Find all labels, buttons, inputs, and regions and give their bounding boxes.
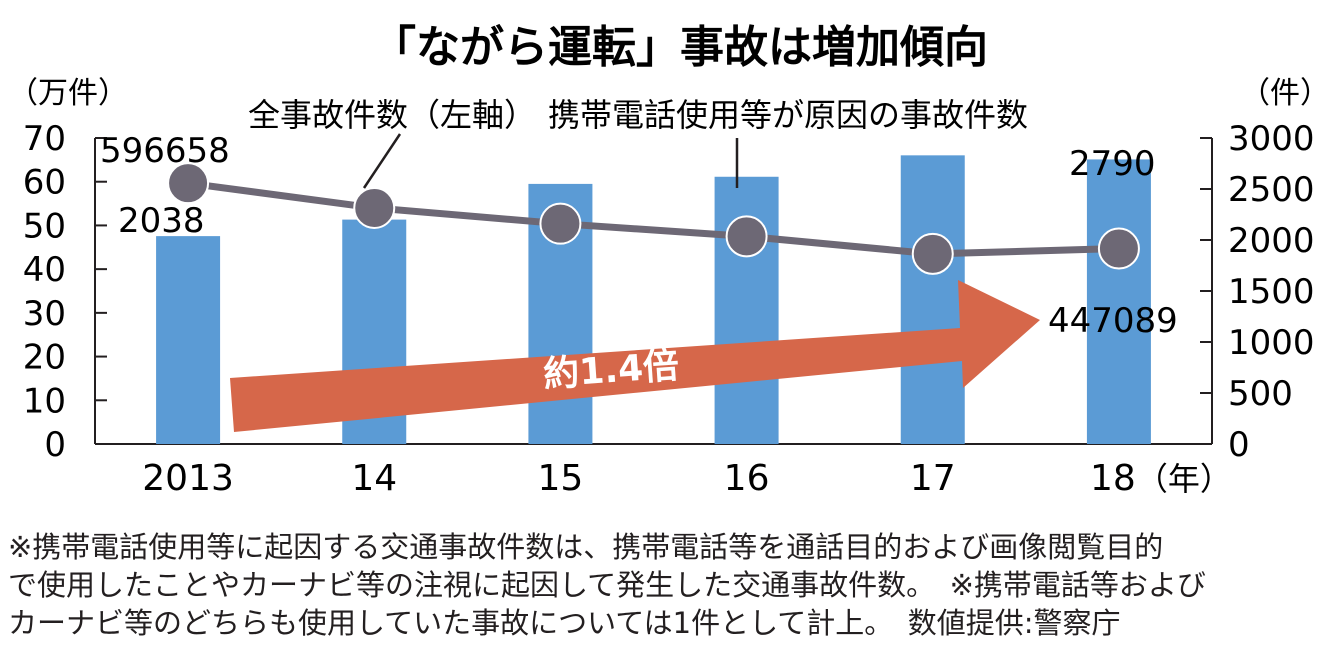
arrow-label: 約1.4倍 [542, 345, 680, 395]
bar-2013 [156, 236, 221, 444]
left-tick-label: 30 [23, 294, 66, 334]
left-tick-label: 60 [23, 163, 66, 203]
growth-arrow [230, 280, 1040, 432]
x-tick-label: 14 [351, 458, 397, 499]
total-accidents-line [187, 179, 1120, 258]
line-layer [167, 162, 1140, 275]
note-line-1: ※携帯電話使用等に起因する交通事故件数は、携帯電話等を通話目的および画像閲覧目的 [8, 530, 1164, 564]
left-tick-label: 10 [23, 381, 66, 421]
line-point-15 [539, 202, 582, 245]
x-axis-unit: （年） [1136, 460, 1232, 498]
bar-label-first: 2038 [118, 201, 205, 241]
x-tick-label: 18（年） [1090, 458, 1232, 499]
right-tick-label: 3000 [1228, 119, 1315, 159]
line-point-18 [1097, 227, 1140, 270]
note-line-2: で使用したことやカーナビ等の注視に起因して発生した交通事故件数。 ※携帯電話等お… [8, 568, 1206, 602]
line-point-17 [911, 232, 954, 275]
left-axis-unit: （万件） [8, 76, 128, 111]
x-tick-label: 16 [724, 458, 770, 499]
x-tick-label: 17 [910, 458, 956, 499]
line-label-last: 447089 [1048, 301, 1178, 341]
right-tick-label: 500 [1228, 374, 1293, 414]
left-tick-label: 20 [23, 338, 66, 378]
bar-label-last: 2790 [1069, 144, 1156, 184]
chart: 「ながら運転」事故は増加傾向 （万件） （件） 全事故件数（左軸） 携帯電話使用… [8, 22, 1330, 499]
left-tick-label: 40 [23, 250, 66, 290]
left-tick-label: 50 [23, 206, 66, 246]
axes: 0102030405060700500100015002000250030002… [23, 119, 1315, 499]
bars [156, 155, 1151, 445]
right-tick-label: 0 [1228, 425, 1250, 465]
arrow-layer: 約1.4倍 [230, 280, 1040, 432]
bar-17 [900, 155, 965, 444]
line-series-label: 全事故件数（左軸） [248, 96, 536, 134]
line-point-2013 [167, 162, 210, 205]
right-tick-label: 1000 [1228, 323, 1315, 363]
line-legend-leader [362, 133, 402, 189]
bar-series-label: 携帯電話使用等が原因の事故件数 [548, 96, 1028, 134]
x-tick-label: 15 [538, 458, 584, 499]
chart-title: 「ながら運転」事故は増加傾向 [372, 22, 988, 73]
bar-18 [1086, 159, 1151, 445]
left-tick-label: 70 [23, 119, 66, 159]
note-line-3: カーナビ等のどちらも使用していた事故については1件として計上。 数値提供:警察庁 [8, 606, 1121, 640]
right-tick-label: 2000 [1228, 221, 1315, 261]
x-tick-label: 2013 [142, 458, 234, 499]
line-point-14 [353, 186, 396, 229]
right-axis-unit: （件） [1240, 76, 1330, 111]
line-label-first: 596658 [100, 131, 230, 171]
right-tick-label: 1500 [1228, 272, 1315, 312]
line-point-16 [725, 215, 768, 258]
left-tick-label: 0 [44, 425, 66, 465]
labels: 596658 2038 2790 447089 [100, 131, 1178, 341]
right-tick-label: 2500 [1228, 170, 1315, 210]
